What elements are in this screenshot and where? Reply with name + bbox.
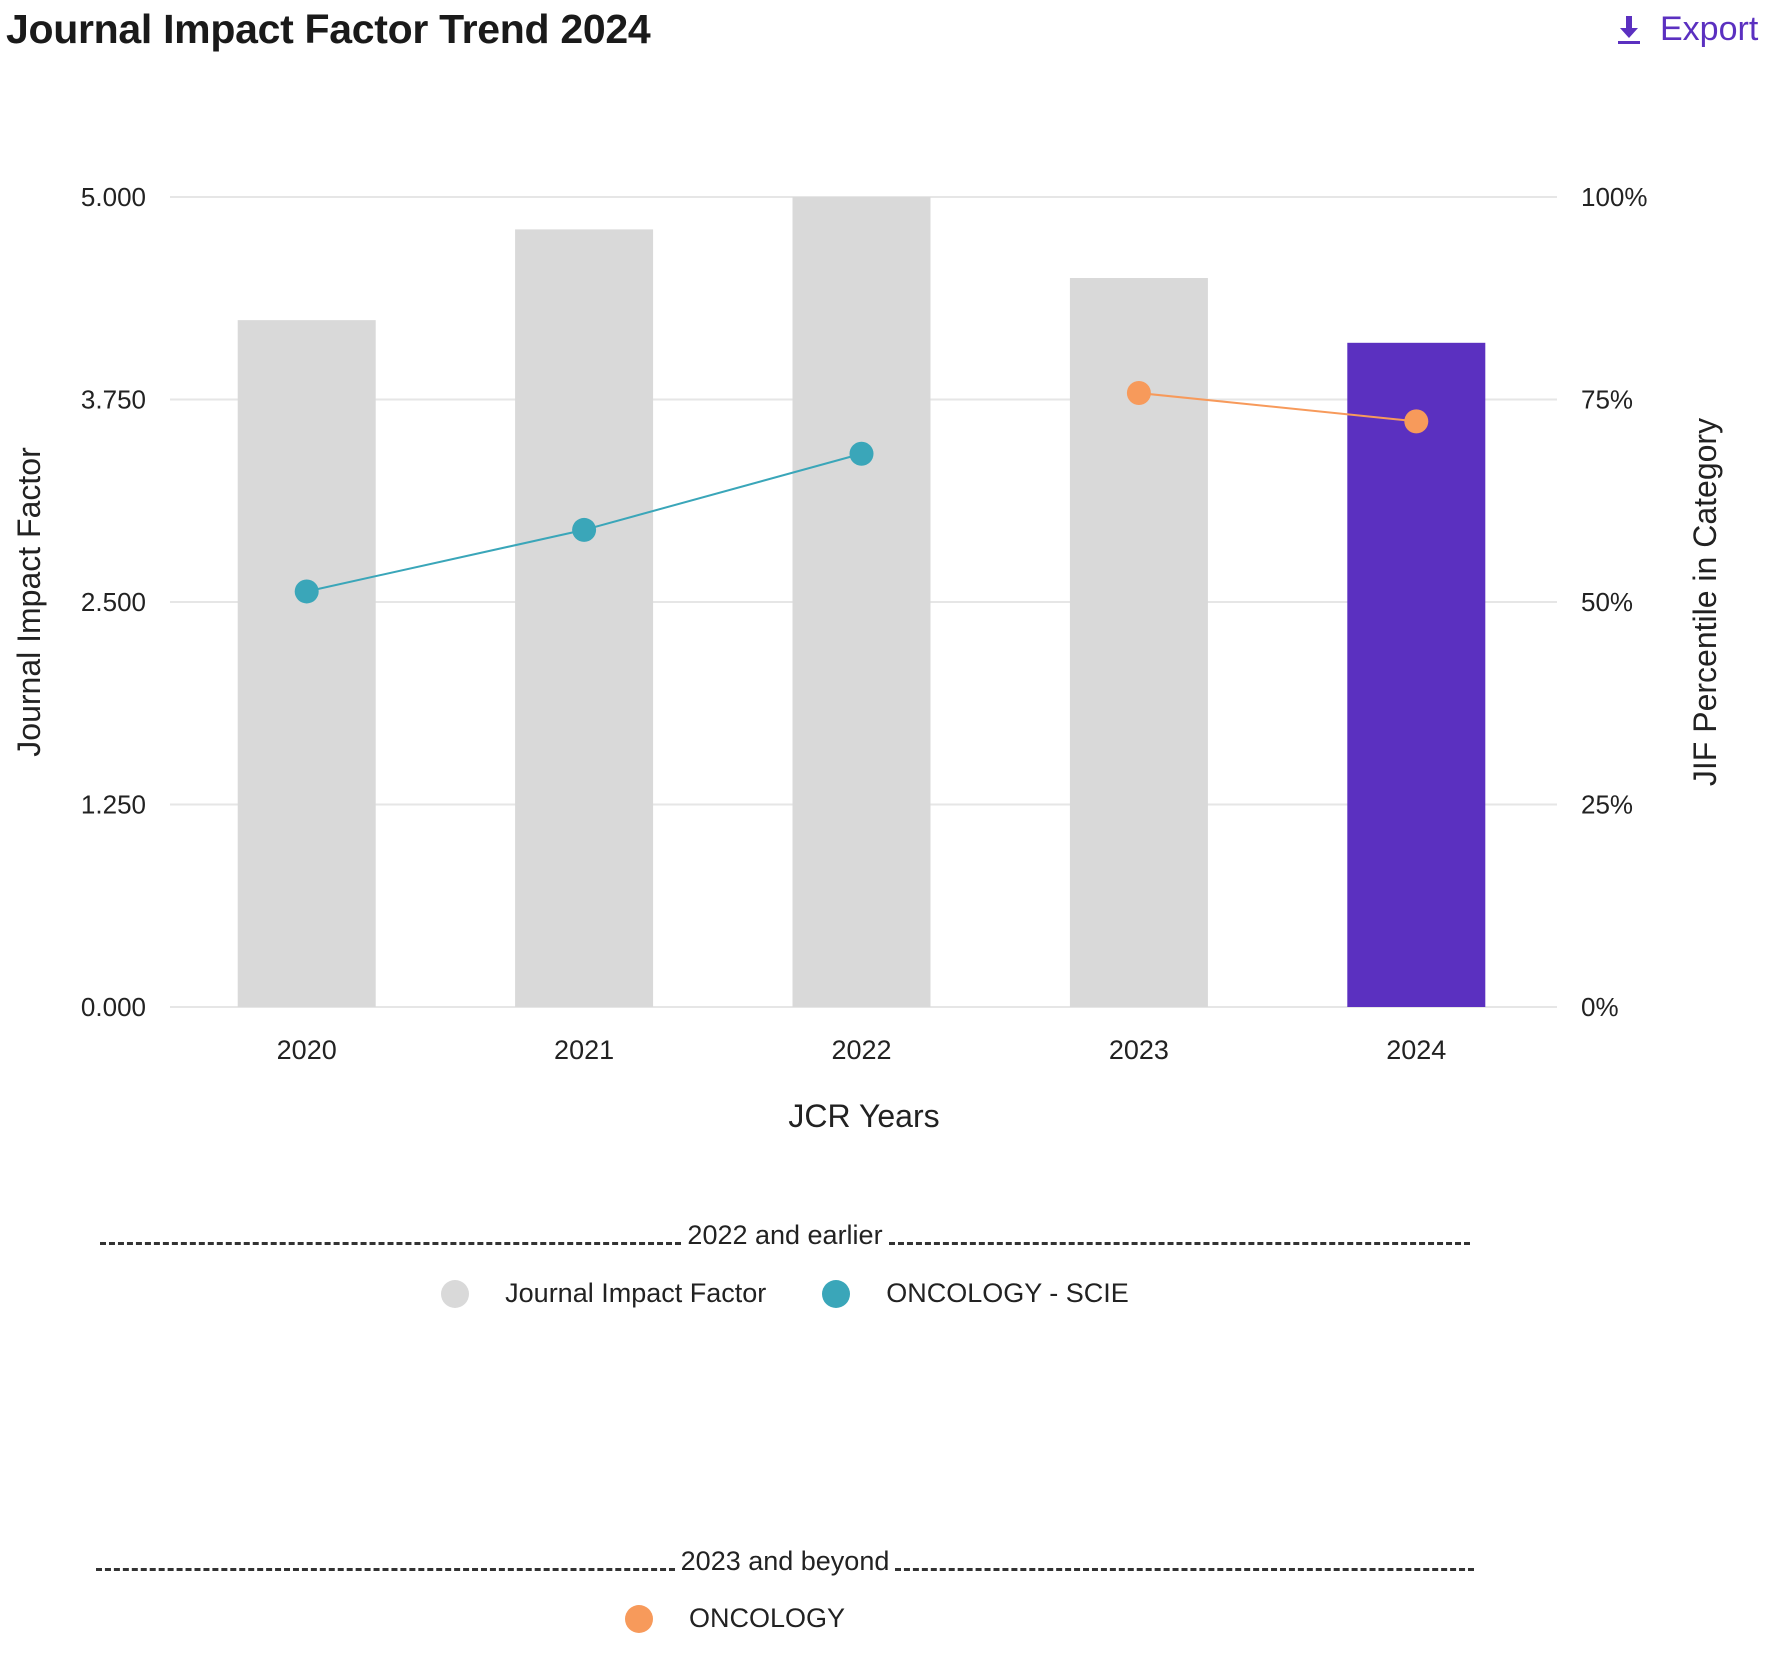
y2-tick-label: 100% [1581,182,1648,212]
data-point [1404,409,1429,434]
legend-dot [441,1279,470,1308]
legend-dot [822,1279,851,1308]
export-button[interactable]: Export [1616,10,1758,49]
bar-2022 [792,197,931,1007]
y-tick-label: 2.500 [81,587,146,617]
y2-axis-title: JIF Percentile in Category [1687,418,1723,786]
series-line [1138,392,1417,423]
x-tick-label: 2024 [1386,1035,1446,1065]
bar-2024 [1347,342,1486,1007]
download-icon [1618,15,1640,44]
legend-group-heading: 2022 and earlier [100,1220,1470,1251]
y-axis-title: Journal Impact Factor [11,447,47,757]
x-tick-label: 2022 [831,1035,891,1065]
chart: 0.000 1.250 2.500 3.750 5.000 0% 25% 50% 75% 100%… [11,182,1723,1134]
data-point [572,517,597,542]
x-tick-label: 2021 [554,1035,614,1065]
y-tick-label: 1.250 [81,790,146,820]
export-label: Export [1660,10,1759,48]
y-tick-label: 5.000 [81,182,146,212]
legend-item-oncology[interactable]: ONCOLOGY [624,1603,845,1634]
data-point [1126,381,1151,406]
legend-item-oncology-scie[interactable]: ONCOLOGY - SCIE [822,1278,1129,1309]
bar-2021 [515,229,654,1007]
y2-tick-label: 75% [1581,385,1633,415]
x-tick-label: 2023 [1109,1035,1169,1065]
x-axis-title: JCR Years [788,1098,939,1134]
legend-dot [624,1604,653,1633]
y-tick-label: 3.750 [81,385,146,415]
y2-tick-label: 50% [1581,587,1633,617]
y2-tick-label: 0% [1581,992,1619,1022]
y2-tick-label: 25% [1581,790,1633,820]
x-tick-label: 2020 [277,1035,337,1065]
legend-group-heading: 2023 and beyond [96,1546,1475,1577]
data-point [849,441,874,466]
legend-group-2: ONCOLOGY [0,1603,1520,1634]
bar-2020 [237,320,376,1007]
legend-group-1: Journal Impact Factor ONCOLOGY - SCIE [0,1278,1570,1309]
data-point [294,579,319,604]
y-tick-label: 0.000 [81,992,146,1022]
page-title: Journal Impact Factor Trend 2024 [6,6,651,52]
legend-item-journal-impact-factor[interactable]: Journal Impact Factor [441,1278,766,1309]
